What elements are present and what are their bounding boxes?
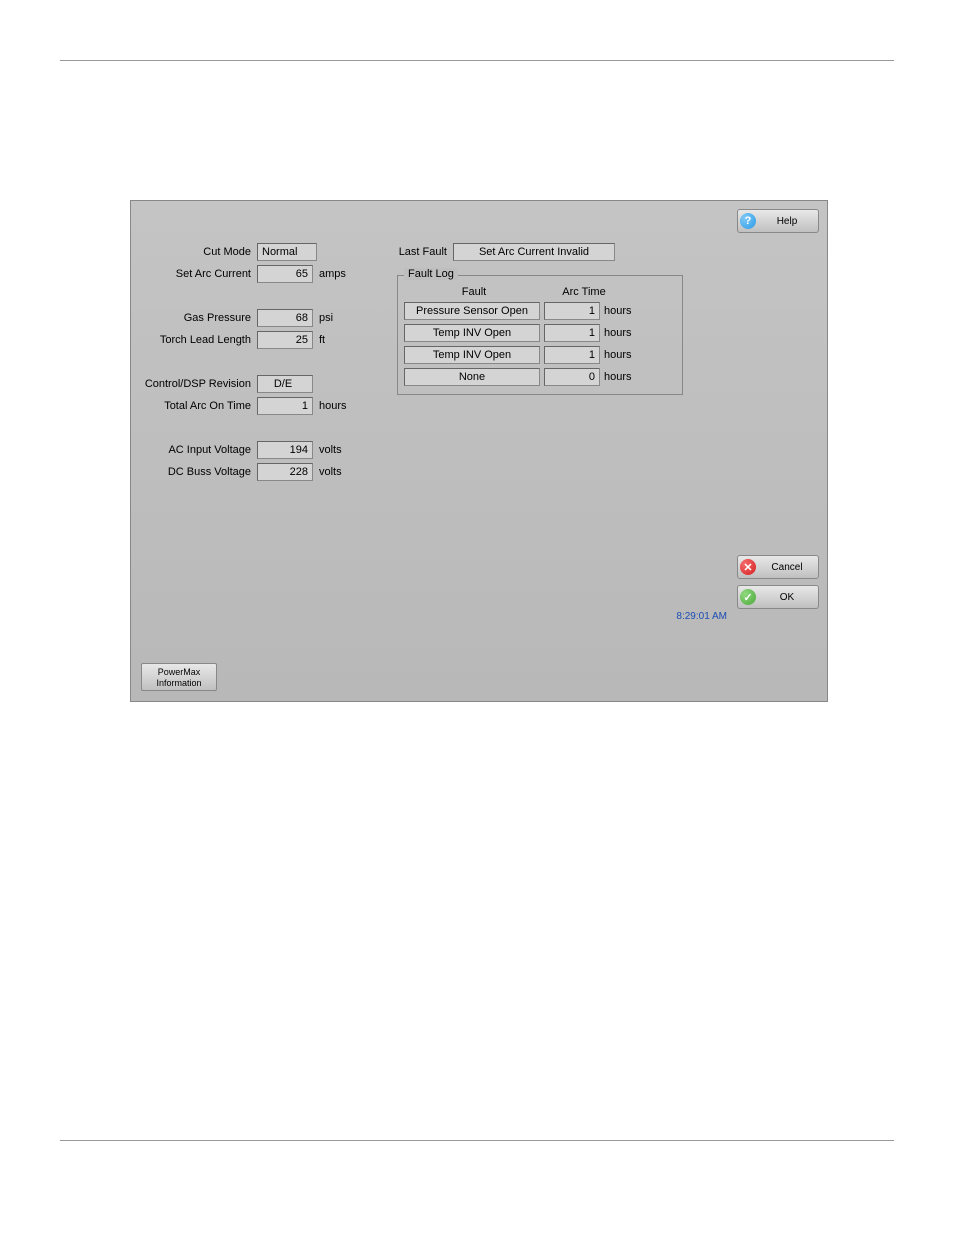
app-window: Cut Mode Normal Set Arc Current 65 amps … — [130, 200, 828, 702]
arc-unit: hours — [600, 349, 644, 361]
fault-row: Pressure Sensor Open 1 hours — [404, 300, 676, 322]
cancel-button-label: Cancel — [762, 562, 818, 573]
gas-pressure-value[interactable]: 68 — [257, 309, 313, 327]
bottom-rule — [60, 1140, 894, 1141]
gas-pressure-label: Gas Pressure — [131, 312, 257, 324]
dc-buss-voltage-unit: volts — [313, 466, 342, 478]
help-button-label: Help — [762, 216, 818, 227]
fault-header-arc: Arc Time — [544, 286, 624, 298]
last-fault-label: Last Fault — [397, 246, 453, 258]
side-buttons: ? Help ✕ Cancel ✓ OK — [733, 201, 823, 701]
set-arc-current-unit: amps — [313, 268, 346, 280]
gas-pressure-row: Gas Pressure 68 psi — [131, 307, 391, 329]
control-dsp-revision-value: D/E — [257, 375, 313, 393]
arc-cell: 1 — [544, 302, 600, 320]
last-fault-value: Set Arc Current Invalid — [453, 243, 615, 261]
arc-cell: 1 — [544, 324, 600, 342]
arc-cell: 0 — [544, 368, 600, 386]
set-arc-current-label: Set Arc Current — [131, 268, 257, 280]
ac-input-voltage-label: AC Input Voltage — [131, 444, 257, 456]
timestamp: 8:29:01 AM — [676, 611, 727, 622]
right-panel: Last Fault Set Arc Current Invalid Fault… — [397, 241, 697, 395]
page: Cut Mode Normal Set Arc Current 65 amps … — [0, 0, 954, 1235]
ac-input-voltage-value: 194 — [257, 441, 313, 459]
last-fault-row: Last Fault Set Arc Current Invalid — [397, 241, 697, 263]
ok-button[interactable]: ✓ OK — [737, 585, 819, 609]
cancel-button[interactable]: ✕ Cancel — [737, 555, 819, 579]
powermax-info-button[interactable]: PowerMax Information — [141, 663, 217, 691]
dc-buss-voltage-label: DC Buss Voltage — [131, 466, 257, 478]
powermax-info-label: PowerMax Information — [156, 667, 201, 688]
total-arc-on-time-value: 1 — [257, 397, 313, 415]
fault-cell: Temp INV Open — [404, 324, 540, 342]
fault-log-title: Fault Log — [404, 268, 458, 280]
cut-mode-value[interactable]: Normal — [257, 243, 317, 261]
control-dsp-revision-row: Control/DSP Revision D/E — [131, 373, 391, 395]
arc-unit: hours — [600, 305, 644, 317]
total-arc-on-time-unit: hours — [313, 400, 347, 412]
fault-row: None 0 hours — [404, 366, 676, 388]
torch-lead-length-value[interactable]: 25 — [257, 331, 313, 349]
fault-cell: None — [404, 368, 540, 386]
ok-button-label: OK — [762, 592, 818, 603]
dc-buss-voltage-value: 228 — [257, 463, 313, 481]
control-dsp-revision-label: Control/DSP Revision — [131, 378, 257, 390]
left-panel: Cut Mode Normal Set Arc Current 65 amps … — [131, 241, 391, 483]
ac-input-voltage-row: AC Input Voltage 194 volts — [131, 439, 391, 461]
fault-header-fault: Fault — [404, 286, 544, 298]
fault-cell: Pressure Sensor Open — [404, 302, 540, 320]
fault-row: Temp INV Open 1 hours — [404, 344, 676, 366]
torch-lead-length-unit: ft — [313, 334, 325, 346]
set-arc-current-row: Set Arc Current 65 amps — [131, 263, 391, 285]
arc-unit: hours — [600, 327, 644, 339]
set-arc-current-value[interactable]: 65 — [257, 265, 313, 283]
torch-lead-length-row: Torch Lead Length 25 ft — [131, 329, 391, 351]
dc-buss-voltage-row: DC Buss Voltage 228 volts — [131, 461, 391, 483]
help-button[interactable]: ? Help — [737, 209, 819, 233]
torch-lead-length-label: Torch Lead Length — [131, 334, 257, 346]
top-rule — [60, 60, 894, 61]
ac-input-voltage-unit: volts — [313, 444, 342, 456]
fault-cell: Temp INV Open — [404, 346, 540, 364]
fault-log: Fault Log Fault Arc Time Pressure Sensor… — [397, 275, 683, 395]
cut-mode-label: Cut Mode — [131, 246, 257, 258]
arc-unit: hours — [600, 371, 644, 383]
ok-icon: ✓ — [740, 589, 756, 605]
help-icon: ? — [740, 213, 756, 229]
fault-log-header: Fault Arc Time — [404, 284, 676, 300]
gas-pressure-unit: psi — [313, 312, 333, 324]
total-arc-on-time-label: Total Arc On Time — [131, 400, 257, 412]
total-arc-on-time-row: Total Arc On Time 1 hours — [131, 395, 391, 417]
cancel-icon: ✕ — [740, 559, 756, 575]
cut-mode-row: Cut Mode Normal — [131, 241, 391, 263]
arc-cell: 1 — [544, 346, 600, 364]
fault-row: Temp INV Open 1 hours — [404, 322, 676, 344]
